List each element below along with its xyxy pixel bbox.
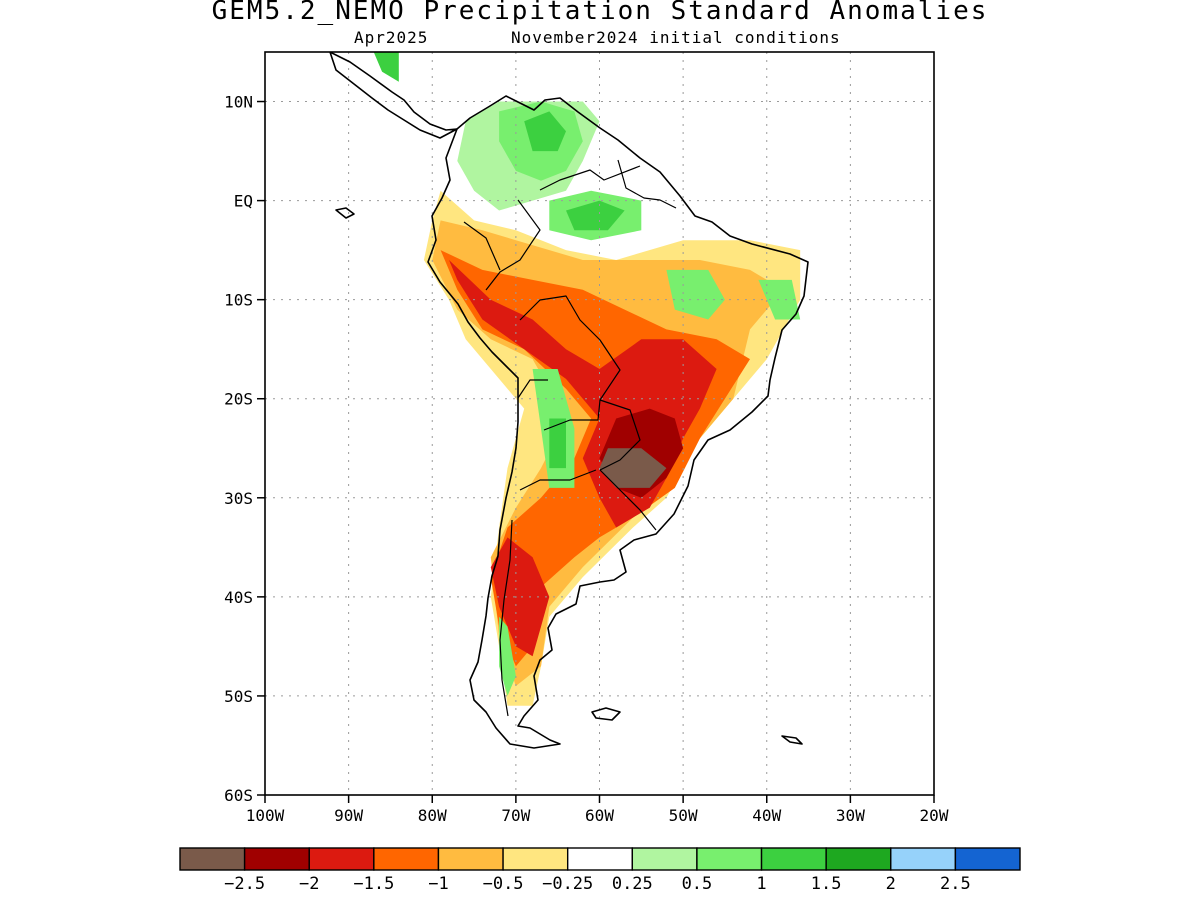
- lon-tick-label: 50W: [669, 806, 698, 825]
- colorbar-label: −1: [428, 874, 448, 894]
- colorbar-swatch: [696, 847, 763, 871]
- lat-tick-label: 40S: [224, 588, 253, 607]
- country-borders: [463, 159, 677, 717]
- colorbar-label: −2: [299, 874, 319, 894]
- colorbar-label: −0.25: [542, 874, 593, 894]
- colorbar-swatch: [760, 847, 827, 871]
- anomaly-region-6: [599, 448, 667, 488]
- anomaly-region-13: [758, 279, 801, 320]
- colorbar-swatch: [308, 847, 375, 871]
- falkland-islands: [591, 707, 621, 721]
- lat-tick-label: EQ: [234, 192, 253, 211]
- lon-tick-label: 100W: [246, 806, 285, 825]
- forecast-month: Apr2025: [354, 28, 429, 47]
- lon-tick-label: 90W: [334, 806, 363, 825]
- colorbar-label: 1: [756, 874, 766, 894]
- colorbar-swatch: [437, 847, 504, 871]
- lon-tick-label: 30W: [836, 806, 865, 825]
- lon-tick-label: 60W: [585, 806, 614, 825]
- lon-tick-label: 40W: [752, 806, 781, 825]
- colorbar-label: −0.5: [483, 874, 524, 894]
- lon-tick-label: 80W: [418, 806, 447, 825]
- south-georgia: [781, 735, 803, 745]
- colorbar-swatch: [373, 847, 440, 871]
- anomaly-shading: [373, 52, 801, 706]
- colorbar-label: 2: [886, 874, 896, 894]
- anomaly-region-17: [499, 616, 516, 696]
- colorbar-label: 1.5: [811, 874, 842, 894]
- anomaly-region-11: [566, 200, 625, 231]
- colorbar-swatch: [890, 847, 957, 871]
- colorbar: −2.5 −2 −1.5 −1 −0.5 −0.25 0.25 0.5 1 1.5 2 2.5: [179, 847, 1021, 894]
- map-title: GEM5.2_NEMO Precipitation Standard Anoma…: [211, 0, 989, 26]
- colorbar-label: 0.5: [682, 874, 713, 894]
- colorbar-swatch: [502, 847, 569, 871]
- central-america-coastline: [329, 52, 458, 139]
- colorbar-swatch: [179, 847, 246, 871]
- colorbar-label: −2.5: [224, 874, 265, 894]
- anomaly-region-16: [373, 52, 399, 82]
- anomaly-region-4: [490, 537, 550, 657]
- lat-tick-label: 20S: [224, 390, 253, 409]
- lat-tick-label: 10N: [224, 93, 253, 112]
- anomaly-region-15: [549, 418, 566, 469]
- lat-tick-label: 60S: [224, 786, 253, 805]
- lat-tick-label: 50S: [224, 687, 253, 706]
- south-america-coastline: [427, 95, 809, 749]
- colorbar-label: −1.5: [353, 874, 394, 894]
- lat-tick-label: 10S: [224, 291, 253, 310]
- coastline: [329, 52, 809, 749]
- colorbar-swatch: [825, 847, 892, 871]
- lat-tick-label: 30S: [224, 489, 253, 508]
- colorbar-swatch: [954, 847, 1021, 871]
- colorbar-swatch: [243, 847, 310, 871]
- anomaly-region-9: [524, 111, 566, 152]
- galapagos-islands: [335, 207, 355, 219]
- colorbar-label: 2.5: [940, 874, 971, 894]
- colorbar-label: 0.25: [612, 874, 653, 894]
- colorbar-swatch: [631, 847, 698, 871]
- anomaly-region-12: [666, 269, 725, 320]
- initial-conditions: November2024 initial conditions: [511, 28, 841, 47]
- lon-tick-label: 70W: [501, 806, 530, 825]
- colorbar-swatch: [566, 847, 634, 871]
- lon-tick-label: 20W: [920, 806, 949, 825]
